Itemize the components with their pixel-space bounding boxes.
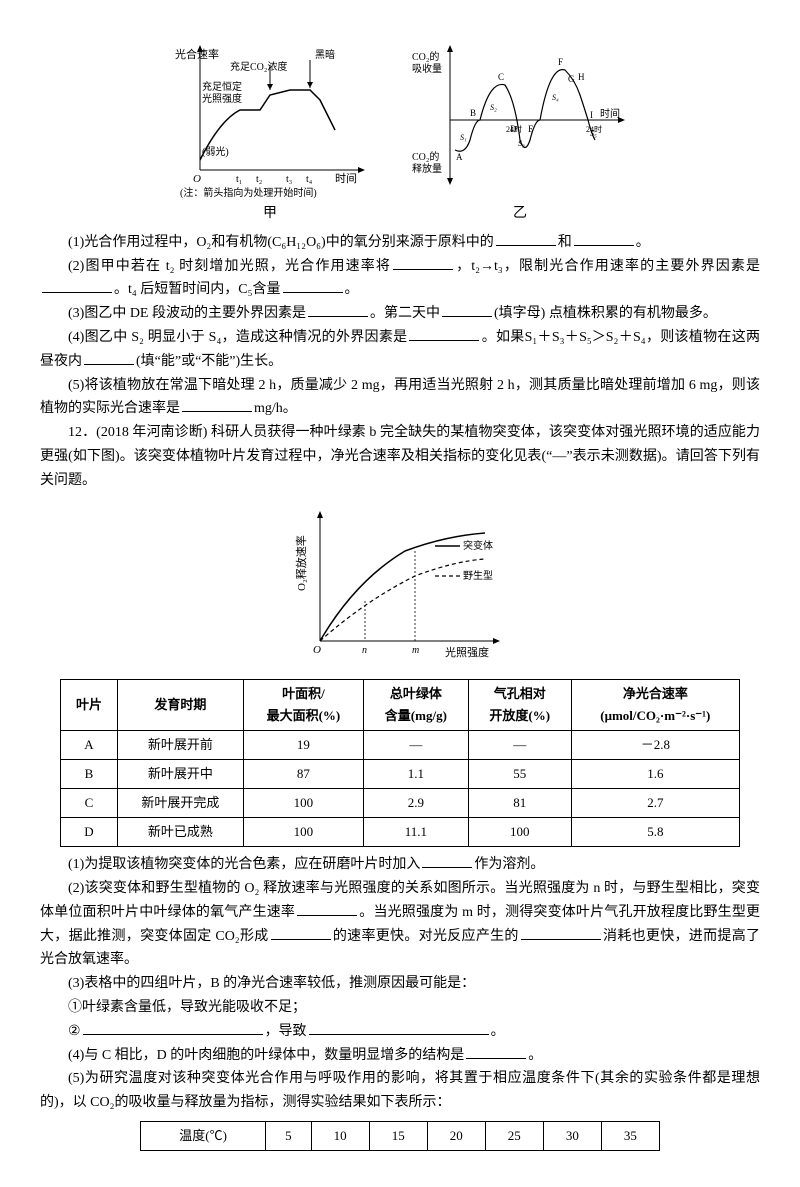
p3: (3)表格中的四组叶片，B 的净光合速率较低，推测原因最可能是： <box>40 972 760 996</box>
svg-text:n: n <box>362 645 367 656</box>
svg-text:CO₂的: CO₂的 <box>412 150 439 163</box>
svg-text:S₁: S₁ <box>460 133 467 142</box>
ylabel: 光合速率 <box>175 47 219 61</box>
th: 叶片 <box>61 679 118 730</box>
table-row: D新叶已成熟10011.11005.8 <box>61 818 740 847</box>
q12: 12．(2018 年河南诊断) 科研人员获得一种叶绿素 b 完全缺失的某植物突变… <box>40 421 760 492</box>
table-header-row: 叶片 发育时期 叶面积/ 最大面积(%) 总叶绿体 含量(mg/g) 气孔相对 … <box>61 679 740 730</box>
svg-text:S₃: S₃ <box>518 139 525 148</box>
svg-text:O₂释放速率: O₂释放速率 <box>294 535 308 591</box>
svg-text:24时: 24时 <box>506 124 522 134</box>
th: 气孔相对 开放度(%) <box>468 679 571 730</box>
svg-text:t₄: t₄ <box>306 174 313 185</box>
table-leaf: 叶片 发育时期 叶面积/ 最大面积(%) 总叶绿体 含量(mg/g) 气孔相对 … <box>60 679 740 848</box>
th: 叶面积/ 最大面积(%) <box>243 679 363 730</box>
svg-text:时间: 时间 <box>600 107 620 120</box>
svg-text:C: C <box>498 72 504 82</box>
svg-text:吸收量: 吸收量 <box>412 62 442 75</box>
figure-row: 光合速率 充足CO₂浓度 充足恒定 光照强度 (弱光) 黑暗 t₁ t₂ t₃ … <box>40 40 760 226</box>
p4: (4)与 C 相比，D 的叶肉细胞的叶绿体中，数量明显增多的结构是。 <box>40 1044 760 1068</box>
svg-text:I: I <box>590 110 593 120</box>
svg-text:O: O <box>193 173 201 185</box>
svg-text:CO₂的: CO₂的 <box>412 50 439 63</box>
svg-text:E: E <box>528 124 534 134</box>
p3a: ①叶绿素含量低，导致光能吸收不足； <box>40 996 760 1020</box>
th: 温度(℃) <box>141 1121 266 1150</box>
svg-text:G: G <box>568 74 575 84</box>
p5: (5)为研究温度对该种突变体光合作用与呼吸作用的影响，将其置于相应温度条件下(其… <box>40 1067 760 1115</box>
q3: (3)图乙中 DE 段波动的主要外界因素是。第二天中(填字母) 点植株积累的有机… <box>40 302 760 326</box>
svg-text:时间: 时间 <box>335 172 357 185</box>
svg-text:(注：箭头指向为处理开始时间): (注：箭头指向为处理开始时间) <box>180 186 317 199</box>
q5: (5)将该植物放在常温下暗处理 2 h，质量减少 2 mg，再用适当光照射 2 … <box>40 374 760 422</box>
caption-jia: 甲 <box>263 202 277 226</box>
chart-mutant: O₂释放速率 光照强度 O 突变体 野生型 n m <box>40 501 760 671</box>
figure-yi: CO₂的 吸收量 CO₂的 释放量 时间 A B C D E F G H I S… <box>410 40 630 226</box>
p2: (2)该突变体和野生型植物的 O₂ 释放速率与光照强度的关系如图所示。当光照强度… <box>40 877 760 972</box>
p3b: ②，导致。 <box>40 1020 760 1044</box>
q4: (4)图乙中 S₂ 明显小于 S₄，造成这种情况的外界因素是。如果S₁＋S₃＋S… <box>40 326 760 374</box>
th: 总叶绿体 含量(mg/g) <box>363 679 468 730</box>
table-row: C新叶展开完成1002.9812.7 <box>61 788 740 817</box>
svg-text:充足恒定: 充足恒定 <box>202 80 242 93</box>
svg-text:野生型: 野生型 <box>463 569 493 582</box>
q2: (2)图甲中若在 t₂ 时刻增加光照，光合作用速率将，t₂→t₃，限制光合作用速… <box>40 255 760 303</box>
table-temp: 温度(℃) 5 10 15 20 25 30 35 <box>140 1121 660 1151</box>
p1: (1)为提取该植物突变体的光合色素，应在研磨叶片时加入作为溶剂。 <box>40 853 760 877</box>
th: 净光合速率 (μmol/CO₂·m⁻²·s⁻¹) <box>571 679 739 730</box>
svg-text:m: m <box>412 645 419 656</box>
svg-text:光照强度: 光照强度 <box>445 645 489 659</box>
th: 发育时期 <box>117 679 243 730</box>
chart-yi: CO₂的 吸收量 CO₂的 释放量 时间 A B C D E F G H I S… <box>410 40 630 200</box>
svg-text:黑暗: 黑暗 <box>315 48 335 61</box>
q1: (1)光合作用过程中，O₂和有机物(C₆H₁₂O₆)中的氧分别来源于原料中的和。 <box>40 231 760 255</box>
table-row: 温度(℃) 5 10 15 20 25 30 35 <box>141 1121 660 1150</box>
svg-text:S₄: S₄ <box>552 93 559 102</box>
chart-jia: 光合速率 充足CO₂浓度 充足恒定 光照强度 (弱光) 黑暗 t₁ t₂ t₃ … <box>170 40 370 200</box>
figure-jia: 光合速率 充足CO₂浓度 充足恒定 光照强度 (弱光) 黑暗 t₁ t₂ t₃ … <box>170 40 370 226</box>
svg-text:A: A <box>456 152 463 162</box>
caption-yi: 乙 <box>513 202 527 226</box>
svg-text:24时: 24时 <box>586 124 602 134</box>
svg-text:S₂: S₂ <box>490 103 497 112</box>
svg-text:F: F <box>558 57 563 67</box>
svg-text:充足CO₂浓度: 充足CO₂浓度 <box>230 60 287 73</box>
svg-text:(弱光): (弱光) <box>202 145 229 158</box>
table-row: B新叶展开中871.1551.6 <box>61 759 740 788</box>
svg-text:t₂: t₂ <box>256 174 262 185</box>
svg-text:光照强度: 光照强度 <box>202 92 242 105</box>
svg-text:O: O <box>313 644 321 656</box>
table-row: A新叶展开前19——－2.8 <box>61 730 740 759</box>
svg-text:t₁: t₁ <box>236 174 242 185</box>
svg-text:突变体: 突变体 <box>463 539 493 552</box>
svg-text:H: H <box>578 72 585 82</box>
svg-text:t₃: t₃ <box>286 174 292 185</box>
svg-text:B: B <box>470 108 476 118</box>
svg-text:释放量: 释放量 <box>412 162 442 175</box>
